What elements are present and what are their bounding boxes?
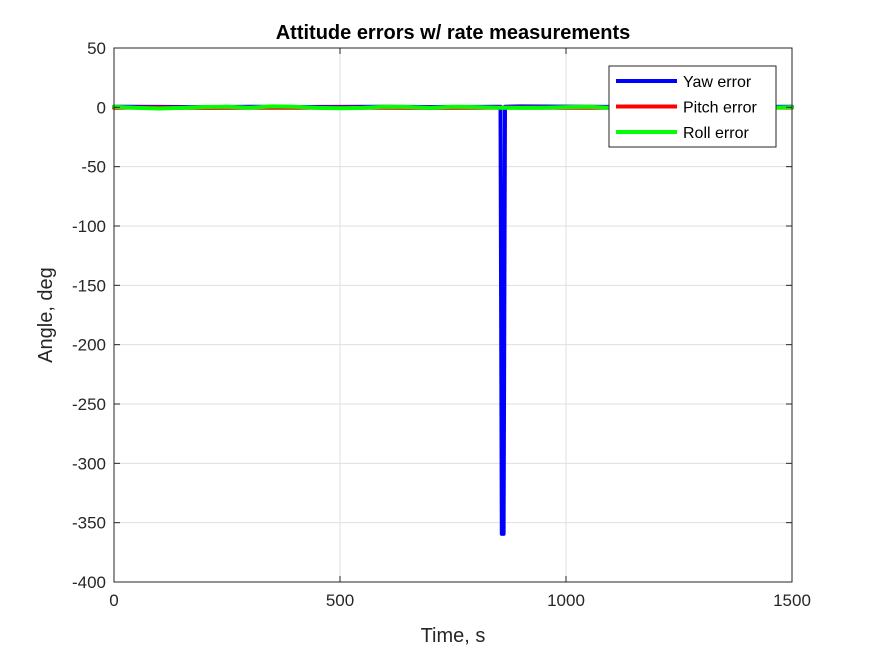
plot-frame [113,47,793,583]
y-tick-label: -250 [72,395,106,414]
legend-label: Pitch error [683,100,757,117]
legend-label: Yaw error [683,74,752,91]
chart-title: Attitude errors w/ rate measurements [276,22,631,44]
y-tick-label: -50 [81,158,106,177]
x-axis-ticks: 0 500 1000 1500 [109,48,811,610]
y-axis-ticks: 50 0 -50 -100 -150 -200 -250 -300 -350 -400 [72,39,792,592]
y-tick-label: -400 [72,573,106,592]
y-tick-label: -350 [72,514,106,533]
y-axis-label: Angle, deg [35,267,57,363]
y-tick-label: 0 [97,98,106,117]
x-tick-label: 1500 [773,591,811,610]
x-tick-label: 500 [326,591,354,610]
x-axis-label: Time, s [421,625,486,647]
y-tick-label: -300 [72,454,106,473]
x-tick-label: 0 [109,591,118,610]
legend: Yaw error Pitch error Roll error [608,65,777,148]
y-tick-label: -150 [72,276,106,295]
y-tick-label: 50 [87,39,106,58]
y-tick-label: -100 [72,217,106,236]
legend-label: Roll error [683,125,749,142]
x-tick-label: 1000 [547,591,585,610]
y-tick-label: -200 [72,336,106,355]
